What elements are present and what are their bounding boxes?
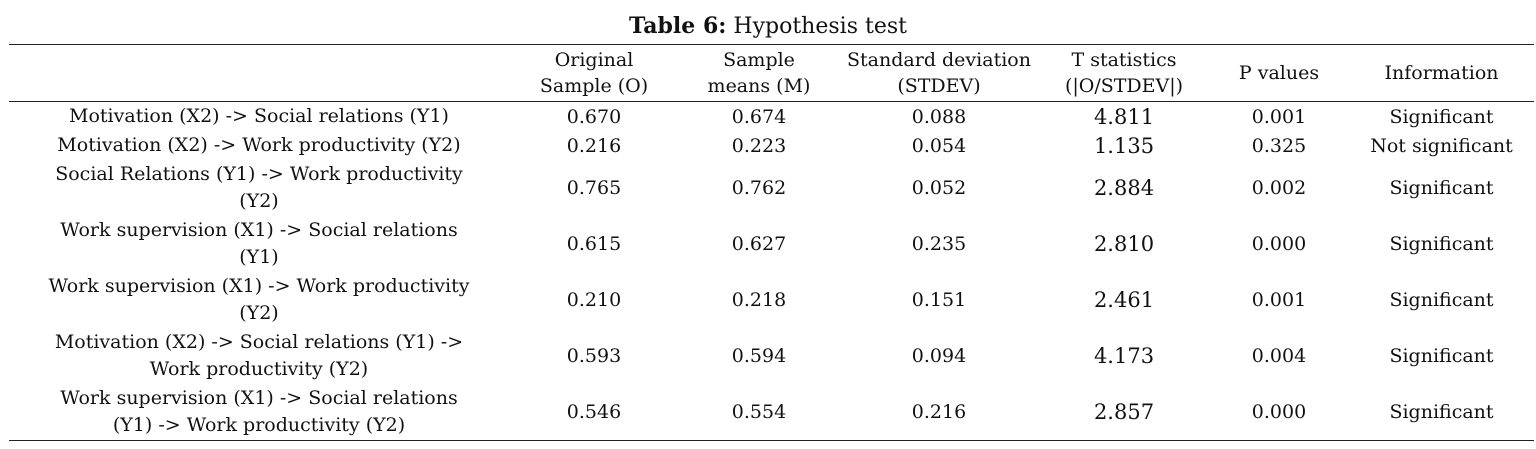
- header-stdev: Standard deviation (STDEV): [839, 45, 1039, 102]
- path-line2: (Y2): [239, 302, 279, 324]
- original-sample-cell: 0.670: [566, 105, 622, 128]
- t-statistic-cell: 4.811: [1093, 104, 1155, 129]
- header-t-statistics: T statistics (|O/STDEV|): [1039, 45, 1209, 102]
- original-sample-cell: 0.210: [566, 289, 622, 311]
- sample-means-cell: 0.674: [731, 105, 787, 128]
- p-value-cell: 0.001: [1251, 105, 1307, 128]
- original-sample-cell: 0.216: [566, 134, 622, 157]
- table-number: Table 6:: [629, 13, 727, 39]
- header-information: Information: [1384, 62, 1499, 84]
- t-statistic-cell: 2.461: [1093, 288, 1155, 312]
- table-row: Motivation (X2) -> Work productivity (Y2…: [9, 131, 1534, 160]
- table-row: Motivation (X2) -> Social relations (Y1)…: [9, 328, 1534, 384]
- path-cell: Work supervision (X1) -> Social relation…: [9, 216, 509, 272]
- information-cell: Significant: [1389, 105, 1494, 128]
- stdev-cell: 0.054: [911, 134, 967, 157]
- sample-means-cell: 0.223: [731, 134, 787, 157]
- path-line1: Social Relations (Y1) -> Work productivi…: [55, 163, 463, 185]
- information-cell: Significant: [1389, 401, 1494, 423]
- path-line1: Work supervision (X1) -> Work productivi…: [48, 275, 470, 297]
- header-sample-means-line1: Sample: [723, 49, 795, 71]
- path-cell: Motivation (X2) -> Social relations (Y1)…: [9, 328, 509, 384]
- stdev-cell: 0.052: [911, 177, 967, 199]
- original-sample-cell: 0.615: [566, 233, 622, 255]
- p-value-cell: 0.002: [1251, 177, 1307, 199]
- table-title: Hypothesis test: [733, 14, 907, 39]
- header-t-statistics-line2: (|O/STDEV|): [1064, 75, 1184, 97]
- sample-means-cell: 0.627: [731, 233, 787, 255]
- t-statistic-cell: 4.173: [1093, 344, 1155, 368]
- original-sample-cell: 0.765: [566, 177, 622, 199]
- stdev-cell: 0.094: [911, 345, 967, 367]
- header-original-sample-line1: Original: [554, 49, 634, 71]
- path-cell: Work supervision (X1) -> Work productivi…: [9, 272, 509, 328]
- table-row: Work supervision (X1) -> Work productivi…: [9, 272, 1534, 328]
- header-p-values: P values: [1238, 62, 1320, 84]
- path-line2: (Y1) -> Work productivity (Y2): [112, 414, 406, 436]
- path-cell: Motivation (X2) -> Work productivity (Y2…: [9, 131, 509, 160]
- path-cell: Work supervision (X1) -> Social relation…: [9, 384, 509, 441]
- table-row: Motivation (X2) -> Social relations (Y1)…: [9, 102, 1534, 132]
- p-value-cell: 0.325: [1251, 134, 1307, 157]
- sample-means-cell: 0.218: [731, 289, 787, 311]
- header-stdev-line1: Standard deviation: [847, 49, 1031, 71]
- t-statistic-cell: 2.810: [1093, 232, 1155, 256]
- information-cell: Significant: [1389, 177, 1494, 199]
- stdev-cell: 0.088: [911, 105, 967, 128]
- header-stdev-line2: (STDEV): [897, 75, 981, 97]
- hypothesis-test-table: Original Sample (O) Sample means (M) Sta…: [9, 44, 1534, 441]
- sample-means-cell: 0.594: [731, 345, 787, 367]
- sample-means-cell: 0.762: [731, 177, 787, 199]
- header-path: [9, 45, 509, 102]
- path-line1: Work supervision (X1) -> Social relation…: [60, 219, 458, 241]
- header-sample-means-line2: means (M): [707, 75, 811, 97]
- header-original-sample: Original Sample (O): [509, 45, 679, 102]
- path-line1: Motivation (X2) -> Social relations (Y1): [69, 105, 449, 127]
- stdev-cell: 0.151: [911, 289, 967, 311]
- p-value-cell: 0.000: [1251, 233, 1307, 255]
- t-statistic-cell: 2.884: [1093, 176, 1155, 200]
- information-cell: Significant: [1389, 233, 1494, 255]
- table-row: Social Relations (Y1) -> Work productivi…: [9, 160, 1534, 216]
- path-line1: Motivation (X2) -> Social relations (Y1)…: [54, 331, 464, 353]
- original-sample-cell: 0.546: [566, 401, 622, 423]
- header-t-statistics-line1: T statistics: [1071, 49, 1177, 71]
- header-row: Original Sample (O) Sample means (M) Sta…: [9, 44, 1534, 102]
- p-value-cell: 0.000: [1251, 401, 1307, 423]
- path-line2: (Y1): [239, 246, 279, 268]
- information-cell: Significant: [1389, 345, 1494, 367]
- path-cell: Motivation (X2) -> Social relations (Y1): [9, 102, 509, 132]
- t-statistic-cell: 1.135: [1093, 133, 1155, 158]
- path-line1: Work supervision (X1) -> Social relation…: [60, 387, 458, 409]
- path-line2: (Y2): [239, 190, 279, 212]
- header-original-sample-line2: Sample (O): [539, 75, 649, 97]
- table-row: Work supervision (X1) -> Social relation…: [9, 216, 1534, 272]
- t-statistic-cell: 2.857: [1093, 400, 1155, 424]
- information-cell: Not significant: [1370, 134, 1513, 157]
- stdev-cell: 0.216: [911, 401, 967, 423]
- sample-means-cell: 0.554: [731, 401, 787, 423]
- table-caption: Table 6: Hypothesis test: [0, 12, 1536, 41]
- table-row: Work supervision (X1) -> Social relation…: [9, 384, 1534, 441]
- original-sample-cell: 0.593: [566, 345, 622, 367]
- path-line1: Motivation (X2) -> Work productivity (Y2…: [57, 134, 461, 156]
- information-cell: Significant: [1389, 289, 1494, 311]
- p-value-cell: 0.004: [1251, 345, 1307, 367]
- stdev-cell: 0.235: [911, 233, 967, 255]
- header-sample-means: Sample means (M): [679, 45, 839, 102]
- p-value-cell: 0.001: [1251, 289, 1307, 311]
- path-cell: Social Relations (Y1) -> Work productivi…: [9, 160, 509, 216]
- path-line2: Work productivity (Y2): [149, 358, 369, 380]
